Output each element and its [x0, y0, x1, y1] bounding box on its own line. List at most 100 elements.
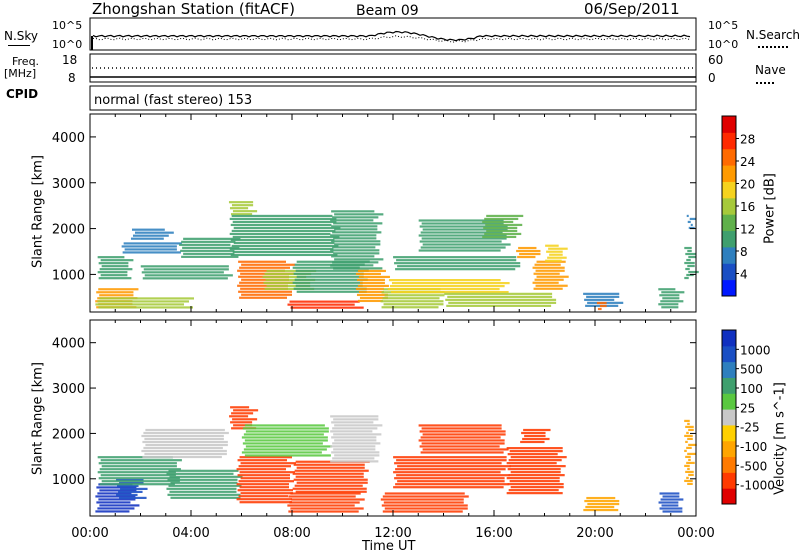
power-range-gate — [486, 229, 518, 233]
power-range-gate — [239, 266, 290, 269]
velocity-range-gate — [331, 421, 374, 424]
power-range-gate — [685, 252, 696, 256]
power-range-gate — [355, 272, 381, 276]
velocity-range-gate — [295, 490, 367, 493]
velocity-range-gate — [245, 445, 332, 448]
velocity-range-gate — [242, 442, 323, 445]
power-range-gate — [534, 263, 561, 266]
power-colorbar-cell — [722, 132, 736, 150]
power-colorbar-tick-label: 16 — [740, 200, 755, 214]
power-range-gate — [233, 241, 335, 245]
xtick-label: 16:00 — [475, 526, 512, 541]
velocity-range-gate — [143, 431, 229, 435]
velocity-range-gate — [330, 415, 379, 418]
velocity-range-gate — [393, 456, 507, 459]
beam-label: Beam 09 — [356, 3, 419, 19]
power-range-gate — [419, 240, 502, 243]
velocity-range-gate — [330, 445, 376, 448]
power-colorbar-tick-label: 12 — [740, 223, 755, 237]
freq-unit: [MHz] — [4, 67, 37, 80]
power-range-gate — [687, 249, 692, 253]
velocity-range-gate — [240, 477, 290, 480]
power-range-gate — [583, 292, 620, 295]
velocity-range-gate — [393, 486, 504, 489]
velocity-range-gate — [239, 471, 295, 474]
velocity-range-gate — [239, 501, 292, 504]
velocity-colorbar-tick-label: 25 — [740, 401, 755, 415]
power-range-gate — [289, 300, 360, 303]
velocity-range-gate — [233, 424, 253, 427]
velocity-range-gate — [98, 462, 177, 465]
power-colorbar-cell — [722, 279, 736, 297]
velocity-range-gate — [333, 433, 382, 436]
power-range-gate — [533, 287, 563, 290]
power-colorbar-tick-label: 4 — [740, 268, 748, 282]
power-range-gate — [330, 264, 374, 267]
velocity-range-gate — [684, 479, 693, 483]
power-range-gate — [689, 217, 696, 221]
power-range-gate — [387, 288, 500, 291]
power-range-gate — [331, 240, 381, 243]
power-range-gate — [239, 296, 287, 299]
power-range-gate — [519, 252, 541, 256]
power-range-gate — [230, 238, 335, 242]
velocity-range-gate — [289, 501, 360, 504]
velocity-colorbar-cell — [722, 361, 736, 378]
power-range-gate — [231, 214, 333, 218]
power-range-gate — [549, 253, 563, 256]
power-range-gate — [447, 295, 553, 298]
power-range-gate — [517, 255, 536, 259]
velocity-range-gate — [381, 504, 468, 507]
velocity-range-gate — [509, 465, 566, 468]
velocity-range-gate — [583, 508, 619, 512]
power-range-gate — [444, 292, 553, 295]
power-range-gate — [384, 294, 445, 297]
velocity-range-gate — [687, 452, 696, 456]
power-colorbar-tick-label: 28 — [740, 133, 755, 147]
xtick-label: 08:00 — [273, 526, 310, 541]
power-colorbar-label: Power [dB] — [762, 173, 778, 244]
velocity-range-gate — [396, 474, 510, 477]
power-range-gate — [422, 243, 511, 246]
velocity-range-gate — [686, 446, 692, 450]
power-range-gate — [265, 278, 316, 282]
velocity-range-gate — [145, 443, 228, 447]
power-range-gate — [381, 306, 439, 309]
power-range-gate — [484, 217, 519, 221]
power-range-gate — [232, 235, 340, 239]
velocity-range-gate — [290, 507, 364, 510]
power-range-gate — [332, 216, 379, 219]
velocity-range-gate — [418, 424, 502, 427]
power-range-gate — [357, 269, 386, 273]
power-range-gate — [295, 269, 369, 272]
velocity-range-gate — [287, 504, 355, 507]
power-range-gate — [142, 277, 228, 280]
power-range-gate — [690, 223, 693, 227]
velocity-range-gate — [292, 487, 367, 490]
power-ytick-label: 1000 — [52, 268, 85, 283]
power-range-gate — [233, 226, 341, 230]
power-range-gate — [294, 278, 368, 281]
velocity-range-gate — [294, 484, 363, 487]
velocity-range-gate — [384, 507, 468, 510]
velocity-range-gate — [170, 496, 241, 499]
velocity-range-gate — [236, 483, 289, 486]
velocity-range-gate — [243, 433, 324, 436]
velocity-range-gate — [95, 510, 130, 513]
velocity-range-gate — [523, 428, 551, 432]
velocity-range-gate — [397, 465, 511, 468]
power-range-gate — [658, 303, 679, 306]
power-range-gate — [122, 251, 181, 254]
velocity-range-gate — [143, 446, 223, 450]
power-range-gate — [237, 284, 288, 287]
power-range-gate — [240, 287, 288, 290]
velocity-range-gate — [521, 431, 546, 435]
velocity-colorbar-cell — [722, 424, 736, 442]
freq-tick-high: 18 — [62, 53, 78, 67]
power-range-gate — [331, 225, 378, 228]
velocity-range-gate — [229, 415, 249, 418]
power-range-gate — [266, 269, 317, 273]
freq-tick-low: 8 — [68, 71, 76, 85]
power-ytick-label: 2000 — [52, 223, 85, 238]
power-range-gate — [686, 214, 689, 218]
